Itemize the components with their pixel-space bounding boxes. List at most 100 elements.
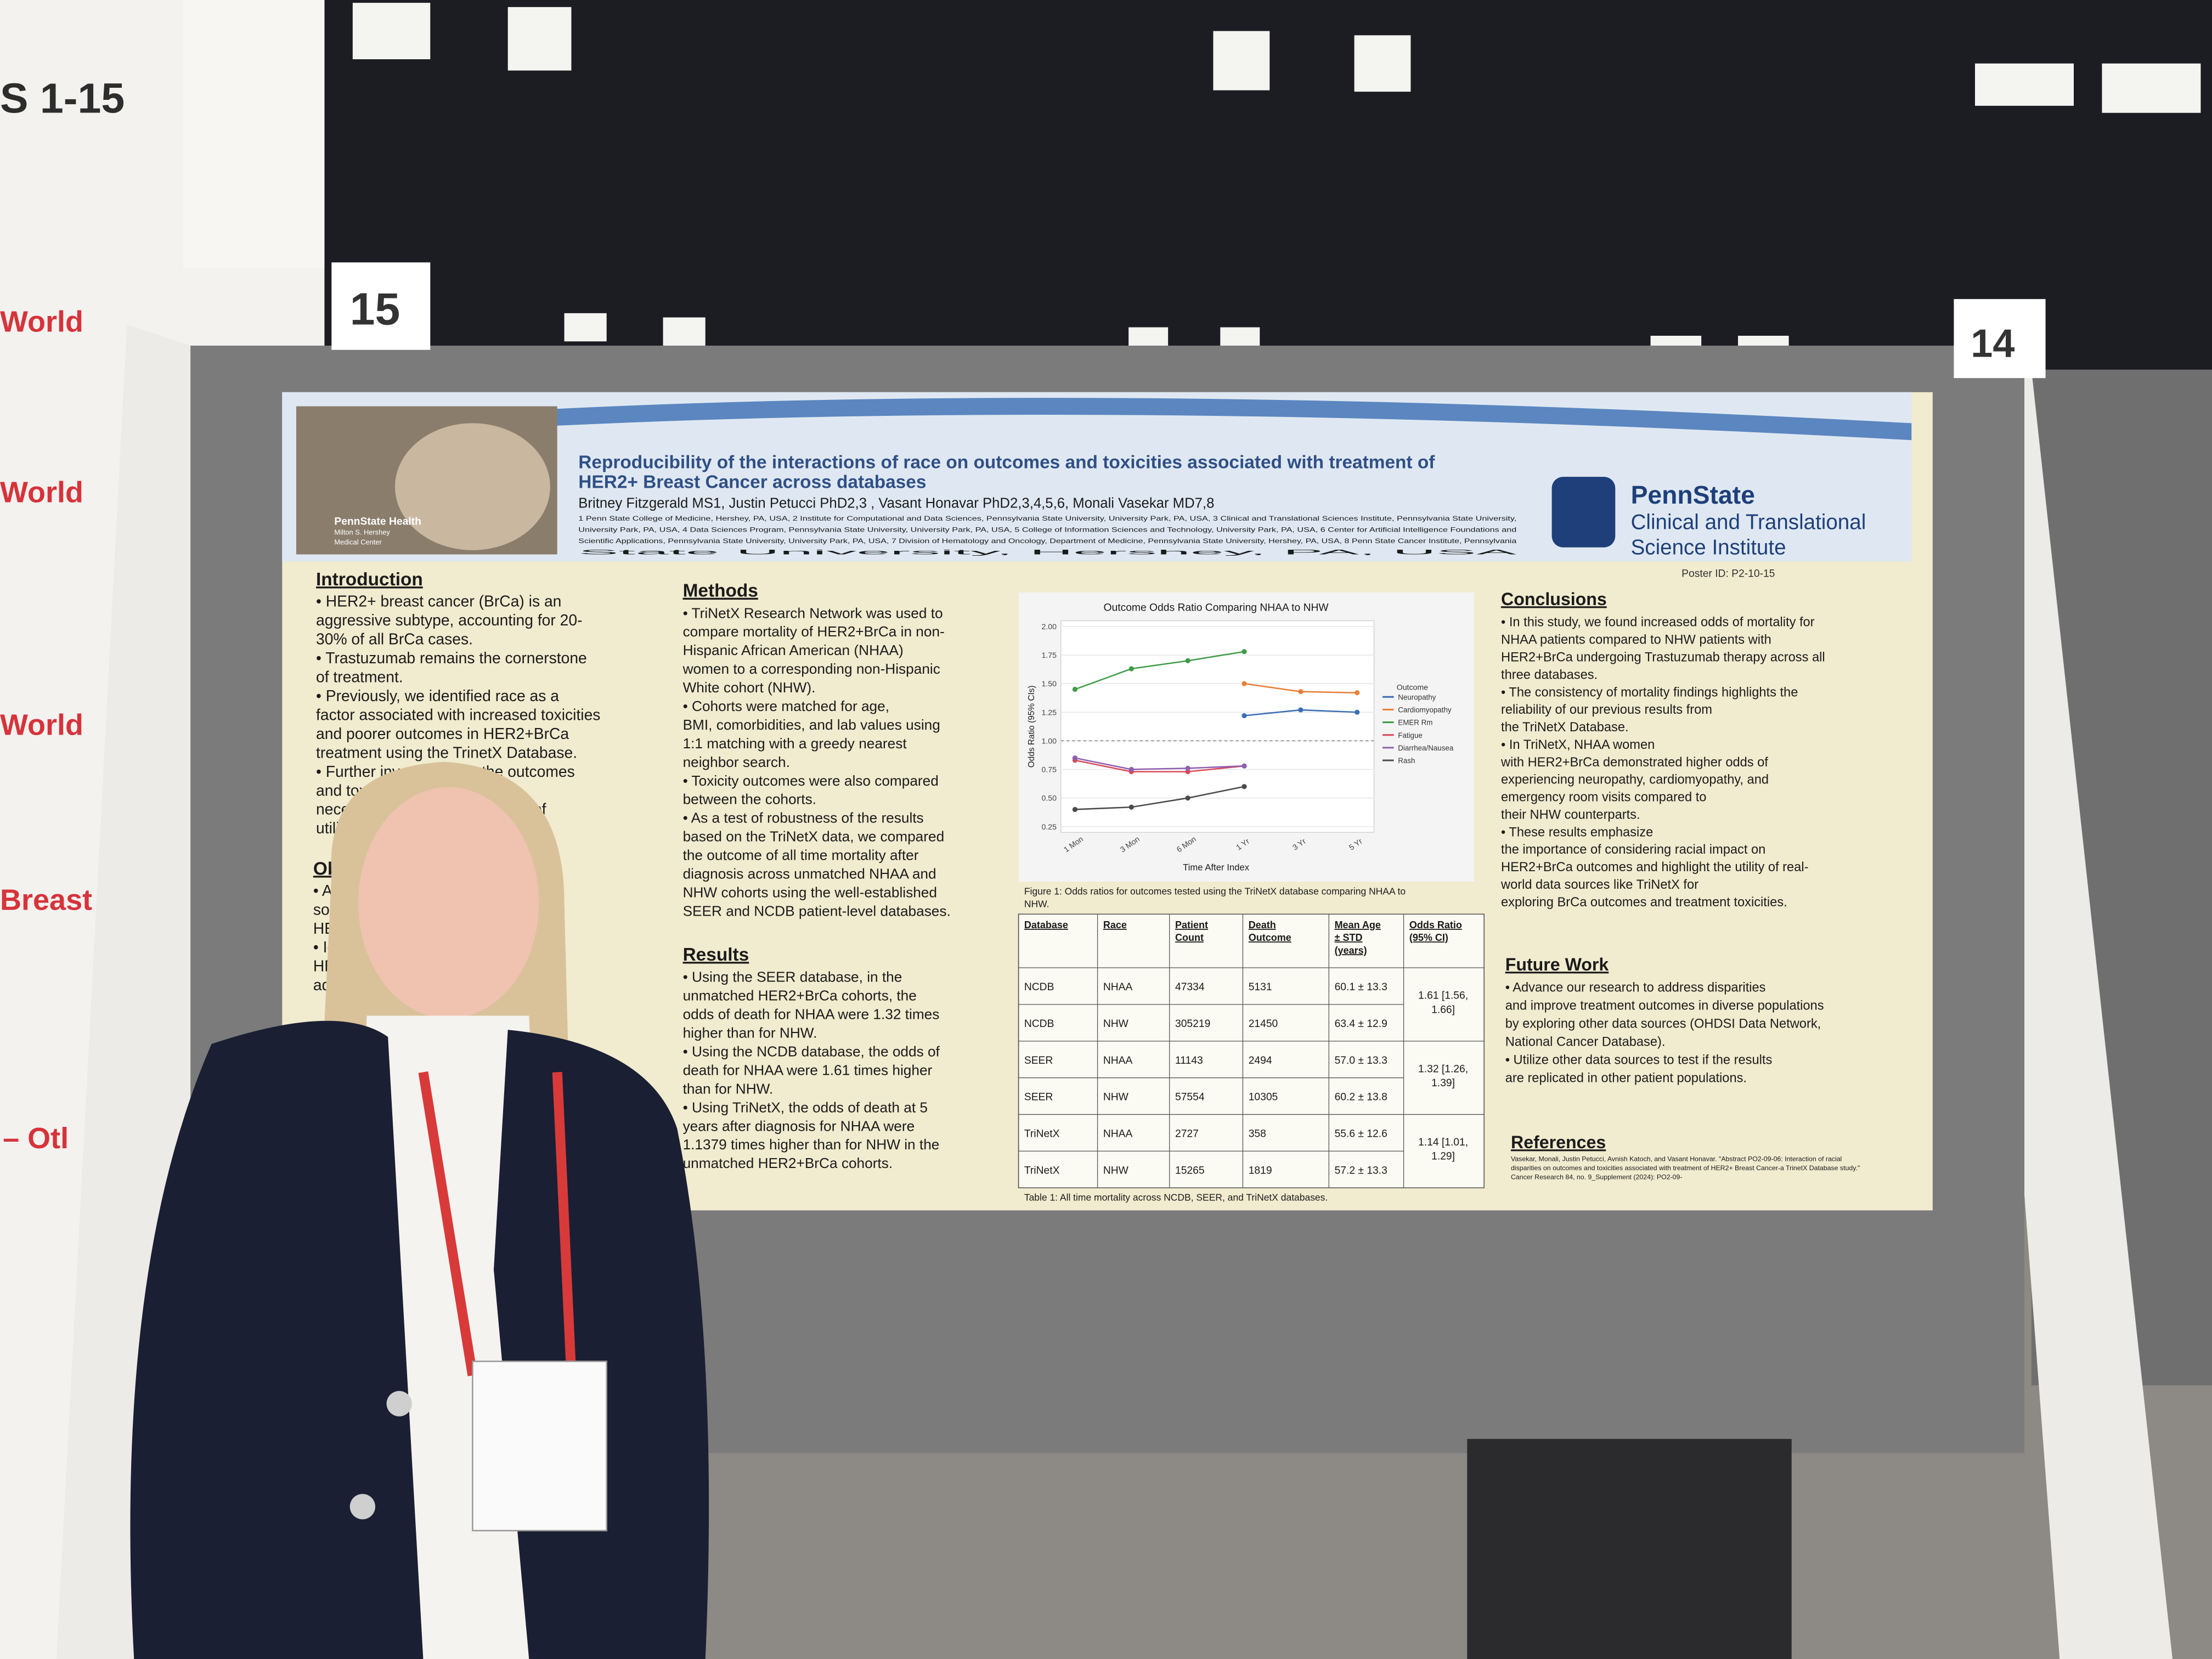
- lanyard: [418, 1071, 577, 1376]
- table-cell: SEER: [1024, 1092, 1053, 1103]
- section-text: • Toxicity outcomes were also compared: [683, 772, 939, 789]
- section-text: higher than for NHW.: [683, 1025, 817, 1041]
- section-text: treatment using the TrinetX Database.: [316, 743, 577, 761]
- figure-caption: NHW.: [1024, 898, 1049, 909]
- logo-text: Clinical and Translational: [1631, 510, 1866, 534]
- table-cell: 60.1 ± 13.3: [1335, 981, 1387, 993]
- section-text: women to a corresponding non-Hispanic: [682, 661, 940, 677]
- button: [349, 1494, 375, 1520]
- section-text: • In TriNetX, NHAA women: [1501, 738, 1655, 752]
- plot-area: [1060, 620, 1375, 833]
- table-cell: 1.66]: [1431, 1004, 1455, 1015]
- table-cell: NHW: [1103, 1092, 1129, 1103]
- legend-label: Neuropathy: [1398, 693, 1436, 701]
- section-text: • Previously, we identified race as a: [316, 687, 559, 704]
- jacket-left: [130, 1020, 424, 1659]
- legend-label: EMER Rm: [1398, 719, 1432, 727]
- data-point: [1242, 681, 1247, 686]
- table-cell: 358: [1249, 1128, 1266, 1140]
- data-point: [1242, 784, 1247, 789]
- section-text: the importance of considering racial imp…: [1501, 843, 1765, 857]
- y-tick-label: 0.25: [1042, 822, 1057, 831]
- x-axis-label: Time After Index: [1183, 862, 1250, 873]
- table-cell: 63.4 ± 12.9: [1335, 1018, 1387, 1030]
- table-header: (95% CI): [1409, 932, 1448, 943]
- y-tick-label: 2.00: [1042, 622, 1057, 631]
- section-text: and improve treatment outcomes in divers…: [1505, 999, 1824, 1013]
- section-text: 1.1379 times higher than for NHW in the: [683, 1136, 940, 1153]
- data-point: [1072, 686, 1078, 692]
- table-cell: 1.29]: [1431, 1151, 1455, 1163]
- section-text: than for NHW.: [683, 1080, 774, 1097]
- table-cell: 10305: [1249, 1092, 1278, 1103]
- poster-title: HER2+ Breast Cancer across databases: [578, 472, 926, 493]
- data-point: [1355, 690, 1360, 696]
- light: [2102, 63, 2201, 113]
- section-text: • The consistency of mortality findings …: [1501, 685, 1798, 699]
- person: [130, 761, 709, 1659]
- section-heading: Methods: [683, 581, 758, 601]
- light: [564, 313, 607, 342]
- table-background: [1018, 913, 1485, 1188]
- chair: [1467, 1438, 1792, 1659]
- section-text: exploring BrCa outcomes and treatment to…: [1501, 895, 1787, 910]
- table-cell: NHW: [1103, 1018, 1129, 1030]
- section-text: Vasekar, Monali, Justin Petucci, Avnish …: [1511, 1155, 1842, 1163]
- legend-label: Fatigue: [1398, 731, 1423, 740]
- section-text: years after diagnosis for NHAA were: [683, 1118, 915, 1134]
- table-caption: Table 1: All time mortality across NCDB,…: [1024, 1192, 1328, 1203]
- section-text: • Using the NCDB database, the odds of: [683, 1043, 940, 1059]
- section-text: their NHW counterparts.: [1501, 808, 1640, 822]
- y-tick-label: 0.75: [1042, 765, 1057, 774]
- y-tick-label: 1.25: [1042, 708, 1057, 716]
- table-cell: TriNetX: [1024, 1165, 1060, 1176]
- table-header: (years): [1335, 945, 1367, 956]
- booth-number-box: [1954, 299, 2046, 379]
- data-point: [1128, 666, 1134, 672]
- table-cell: 21450: [1249, 1018, 1278, 1030]
- table-cell: NHAA: [1103, 1055, 1133, 1066]
- poster-title: Reproducibility of the interactions of r…: [578, 453, 1435, 473]
- banner-wave: [550, 398, 1912, 441]
- light: [1975, 63, 2074, 106]
- section-text: of treatment.: [316, 668, 403, 686]
- poster-id: Poster ID: P2-10-15: [1681, 568, 1775, 580]
- section-text: between the cohorts.: [683, 791, 816, 808]
- section-text: • As a test of robustness of the results: [683, 810, 924, 826]
- figure-caption: Figure 1: Odds ratios for outcomes teste…: [1024, 885, 1406, 896]
- data-point: [1242, 763, 1247, 769]
- light: [1354, 35, 1411, 92]
- booth-number: 15: [350, 284, 400, 334]
- data-point: [1185, 795, 1190, 801]
- section-text: • Using the SEER database, in the: [683, 969, 902, 985]
- table-cell: 47334: [1175, 981, 1205, 993]
- section-text: HER2+BrCa outcomes and highlight the uti…: [1501, 860, 1808, 874]
- table-cell: 57554: [1175, 1092, 1205, 1103]
- section-text: • HER2+ breast cancer (BrCa) is an: [316, 592, 561, 610]
- table-cell: 1.39]: [1431, 1077, 1455, 1089]
- section-text: and poorer outcomes in HER2+BrCa: [316, 725, 569, 742]
- y-axis-label: Odds Ratio (95% CIs): [1027, 685, 1036, 768]
- section-text: the outcome of all time mortality after: [683, 847, 919, 864]
- table-cell: SEER: [1024, 1055, 1053, 1066]
- table-header: Outcome: [1249, 932, 1291, 943]
- table-cell: NCDB: [1024, 1018, 1054, 1030]
- section-text: • These results emphasize: [1501, 825, 1653, 839]
- section-heading: Conclusions: [1501, 589, 1607, 609]
- data-point: [1298, 689, 1304, 695]
- data-point: [1185, 658, 1190, 664]
- lion-statue: [395, 423, 550, 550]
- table-header: Race: [1103, 919, 1127, 930]
- sign-text: World: [0, 476, 83, 509]
- series-line: [1075, 757, 1245, 770]
- section-text: HER2+BrCa undergoing Trastuzumab therapy…: [1501, 650, 1825, 664]
- section-text: compare mortality of HER2+BrCa in non-: [683, 623, 945, 640]
- data-point: [1185, 765, 1190, 771]
- data-point: [1072, 755, 1078, 761]
- data-point: [1355, 709, 1360, 715]
- affiliation: 1 Penn State College of Medicine, Hershe…: [578, 515, 1516, 522]
- authors: Britney Fitzgerald MS1, Justin Petucci P…: [578, 496, 1214, 511]
